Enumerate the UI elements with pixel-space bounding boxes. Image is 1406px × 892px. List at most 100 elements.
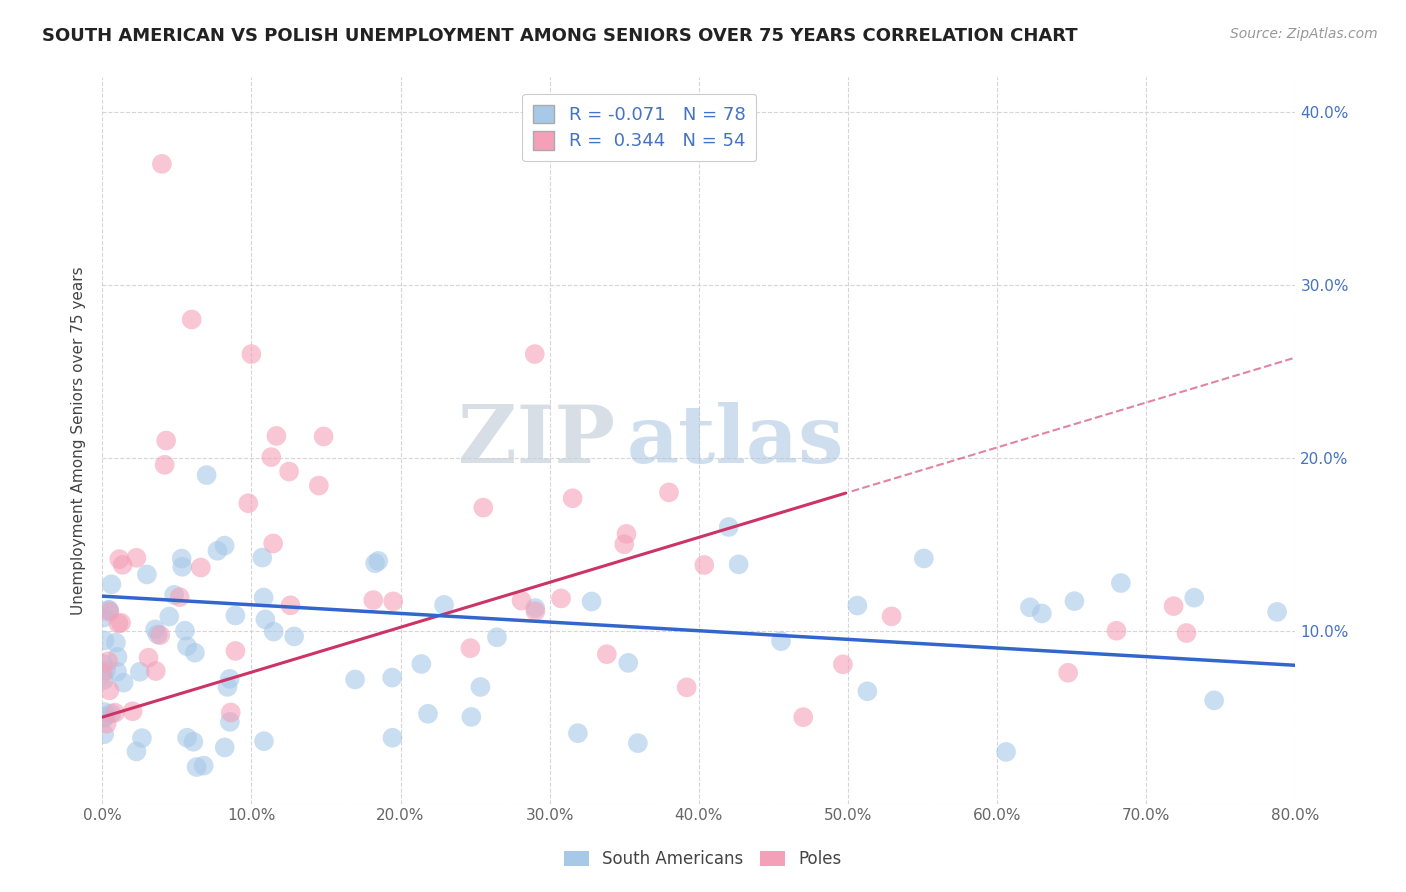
Point <box>105 665 128 679</box>
Point <box>832 657 855 672</box>
Point <box>145 664 167 678</box>
Point <box>98 605 121 619</box>
Point <box>110 615 132 630</box>
Point <box>254 612 277 626</box>
Point <box>91 666 114 681</box>
Point <box>172 559 194 574</box>
Point <box>104 706 127 720</box>
Point <box>1204 693 1226 707</box>
Point <box>149 628 172 642</box>
Point <box>581 594 603 608</box>
Point <box>214 740 236 755</box>
Text: atlas: atlas <box>627 401 845 480</box>
Point <box>880 609 903 624</box>
Point <box>693 558 716 572</box>
Point <box>214 539 236 553</box>
Point <box>107 616 129 631</box>
Point <box>524 604 547 618</box>
Point <box>190 560 212 574</box>
Point <box>91 657 114 671</box>
Point <box>596 647 619 661</box>
Point <box>218 714 240 729</box>
Point <box>135 567 157 582</box>
Point <box>280 599 302 613</box>
Point <box>157 609 180 624</box>
Point <box>262 536 284 550</box>
Point <box>128 665 150 679</box>
Point <box>146 627 169 641</box>
Point <box>312 429 335 443</box>
Point <box>1063 594 1085 608</box>
Point <box>472 500 495 515</box>
Point <box>470 680 492 694</box>
Point <box>912 551 935 566</box>
Point <box>460 641 482 656</box>
Point <box>675 681 697 695</box>
Point <box>616 527 638 541</box>
Point <box>278 465 301 479</box>
Point <box>219 706 242 720</box>
Point <box>613 537 636 551</box>
Point <box>125 550 148 565</box>
Point <box>169 590 191 604</box>
Point <box>176 731 198 745</box>
Point <box>856 684 879 698</box>
Point <box>138 650 160 665</box>
Point <box>97 654 120 668</box>
Point <box>361 593 384 607</box>
Point <box>253 591 276 605</box>
Point <box>104 635 127 649</box>
Point <box>186 760 208 774</box>
Point <box>240 347 263 361</box>
Point <box>184 646 207 660</box>
Point <box>1019 600 1042 615</box>
Point <box>1031 607 1053 621</box>
Point <box>93 610 115 624</box>
Point <box>93 705 115 719</box>
Point <box>93 633 115 648</box>
Text: ZIP: ZIP <box>458 401 616 480</box>
Point <box>150 157 173 171</box>
Point <box>252 550 274 565</box>
Text: SOUTH AMERICAN VS POLISH UNEMPLOYMENT AMONG SENIORS OVER 75 YEARS CORRELATION CH: SOUTH AMERICAN VS POLISH UNEMPLOYMENT AM… <box>42 27 1078 45</box>
Point <box>1105 624 1128 638</box>
Point <box>260 450 283 464</box>
Point <box>658 485 681 500</box>
Point <box>769 634 792 648</box>
Point <box>97 603 120 617</box>
Point <box>1057 665 1080 680</box>
Point <box>195 468 218 483</box>
Point <box>1163 599 1185 614</box>
Point <box>416 706 439 721</box>
Point <box>217 680 239 694</box>
Point <box>717 520 740 534</box>
Point <box>995 745 1018 759</box>
Point <box>94 709 117 723</box>
Point <box>93 673 115 687</box>
Point <box>180 312 202 326</box>
Point <box>1265 605 1288 619</box>
Point <box>98 603 121 617</box>
Text: Source: ZipAtlas.com: Source: ZipAtlas.com <box>1230 27 1378 41</box>
Point <box>382 594 405 608</box>
Point <box>567 726 589 740</box>
Point <box>792 710 814 724</box>
Point <box>107 649 129 664</box>
Point <box>218 672 240 686</box>
Point <box>174 624 197 638</box>
Point <box>727 558 749 572</box>
Point <box>381 731 404 745</box>
Point <box>143 623 166 637</box>
Point <box>121 704 143 718</box>
Point <box>283 629 305 643</box>
Point <box>617 656 640 670</box>
Point <box>131 731 153 745</box>
Point <box>364 556 387 570</box>
Y-axis label: Unemployment Among Seniors over 75 years: Unemployment Among Seniors over 75 years <box>72 266 86 615</box>
Point <box>266 429 288 443</box>
Point <box>183 735 205 749</box>
Point <box>1109 576 1132 591</box>
Point <box>627 736 650 750</box>
Point <box>523 347 546 361</box>
Point <box>153 458 176 472</box>
